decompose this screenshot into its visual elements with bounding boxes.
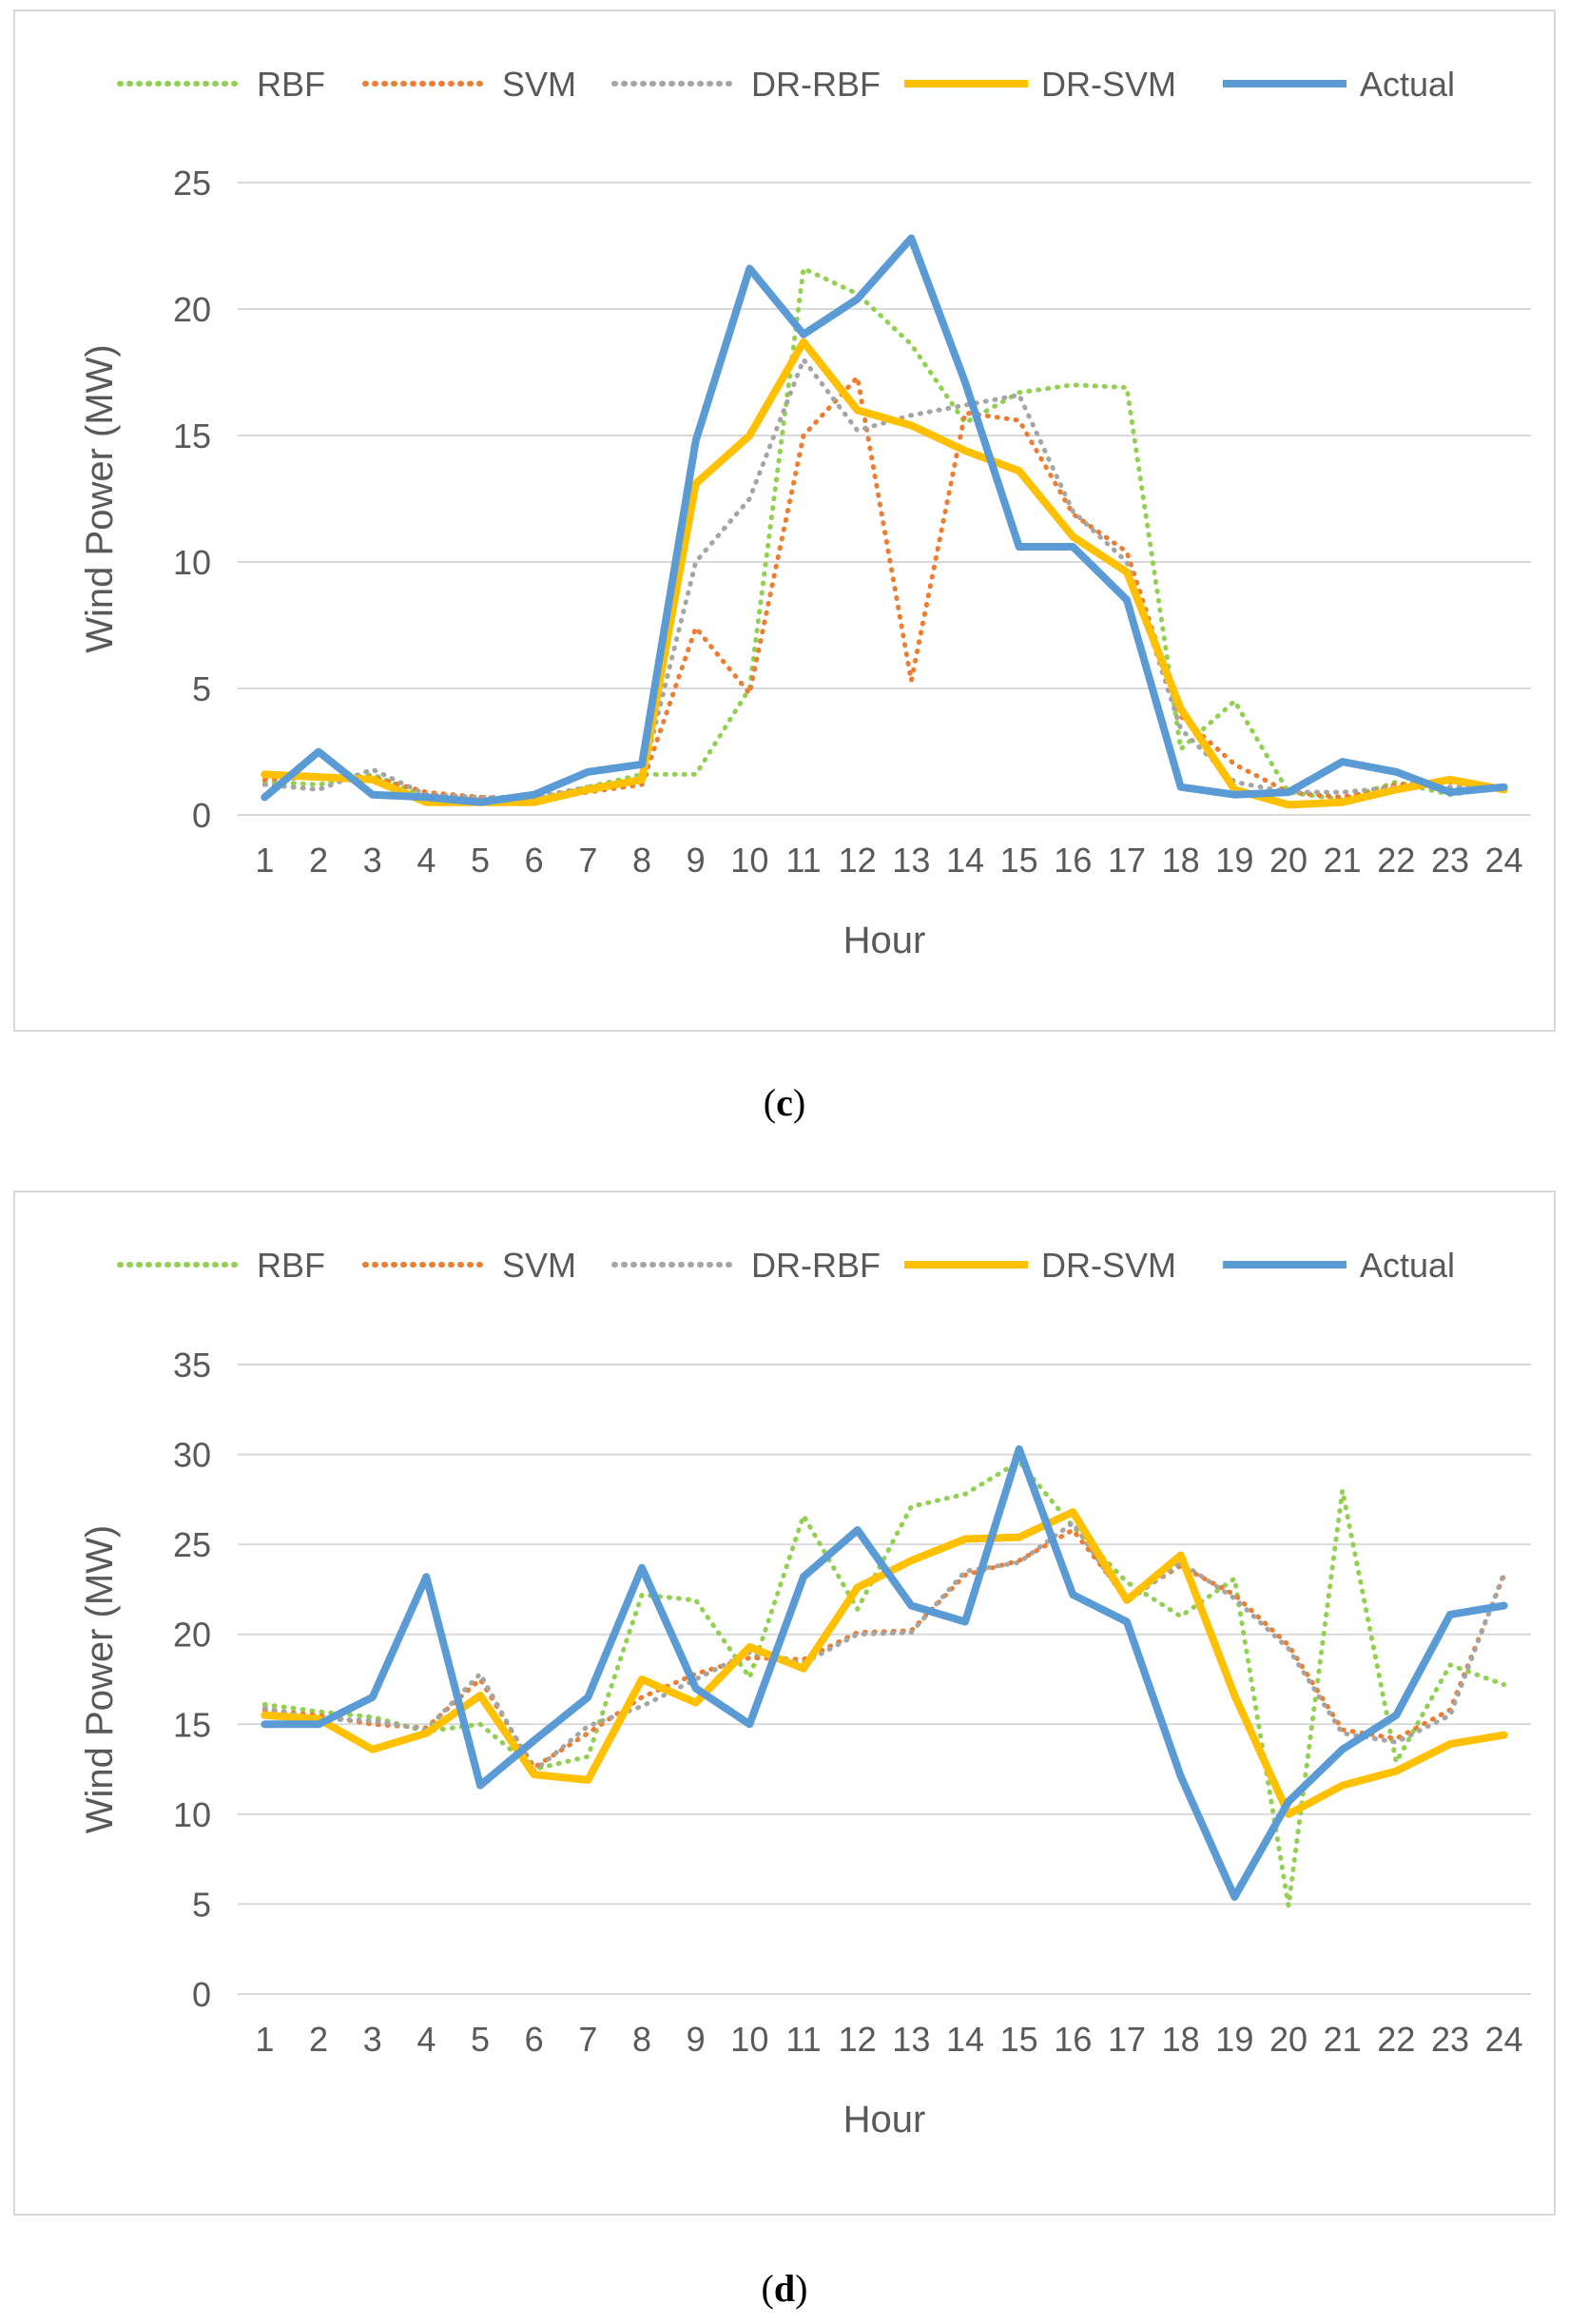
y-tick-label: 10	[173, 543, 211, 582]
x-tick-label: 20	[1269, 2020, 1308, 2059]
x-tick-label: 7	[578, 841, 597, 880]
y-tick-label: 10	[173, 1795, 211, 1834]
x-tick-label: 4	[416, 2020, 436, 2059]
x-tick-label: 3	[363, 2020, 382, 2059]
chart-panel-d: 0 5 10 15 20 25 30 35 1 2 3 4 5 6 7 8 9 10 11 12 13 14 15 16 17 1…	[13, 1191, 1556, 2216]
x-tick-label: 7	[578, 2020, 597, 2059]
legend-label-rbf: RBF	[257, 65, 325, 104]
x-tick-label: 9	[687, 2020, 706, 2059]
x-tick-label: 5	[471, 2020, 490, 2059]
x-tick-label: 12	[839, 841, 877, 880]
x-tick-label: 23	[1431, 841, 1469, 880]
caption-c-letter: c	[776, 1081, 793, 1124]
x-tick-label: 24	[1485, 2020, 1523, 2059]
x-tick-label: 8	[632, 841, 651, 880]
x-tick-label: 12	[839, 2020, 877, 2059]
x-tick-label: 16	[1054, 841, 1092, 880]
x-tick-label: 3	[363, 841, 382, 880]
x-tick-label: 2	[309, 841, 328, 880]
y-tick-label: 15	[173, 1705, 211, 1744]
legend-label-svm: SVM	[502, 1246, 576, 1285]
y-tick-label: 35	[173, 1346, 211, 1385]
y-tick-label: 30	[173, 1436, 211, 1475]
x-tick-label: 8	[632, 2020, 651, 2059]
y-tick-label: 0	[192, 796, 211, 835]
x-tick-label: 14	[946, 841, 984, 880]
series-line-dr-rbf	[262, 357, 1507, 800]
x-tick-label: 1	[255, 2020, 274, 2059]
x-tick-label: 17	[1108, 2020, 1146, 2059]
series-line-rbf	[262, 1459, 1507, 1908]
x-tick-label: 9	[687, 841, 706, 880]
caption-c: (c)	[763, 1081, 806, 1124]
legend-label-rbf: RBF	[257, 1246, 325, 1285]
legend-label-actual: Actual	[1360, 1246, 1455, 1285]
legend-label-dr-rbf: DR-RBF	[751, 1246, 881, 1285]
x-tick-label: 17	[1108, 841, 1146, 880]
x-tick-label: 16	[1054, 2020, 1092, 2059]
x-tick-label: 5	[471, 841, 490, 880]
caption-d: (d)	[761, 2267, 808, 2310]
legend-label-actual: Actual	[1360, 65, 1455, 104]
y-tick-label: 25	[173, 1525, 211, 1564]
y-tick-label: 0	[192, 1975, 211, 2014]
y-tick-label: 5	[192, 1885, 211, 1924]
y-tick-label: 20	[173, 290, 211, 329]
y-tick-label: 20	[173, 1616, 211, 1655]
x-tick-label: 13	[892, 2020, 930, 2059]
x-tick-label: 23	[1431, 2020, 1469, 2059]
x-tick-label: 13	[892, 841, 930, 880]
x-tick-label: 18	[1162, 2020, 1200, 2059]
x-tick-label: 20	[1269, 841, 1308, 880]
x-tick-label: 21	[1324, 841, 1362, 880]
x-tick-label: 22	[1377, 841, 1415, 880]
x-tick-label: 15	[1000, 2020, 1038, 2059]
series-line-dr-rbf	[262, 1520, 1507, 1773]
x-tick-label: 11	[785, 841, 821, 880]
series-line-svm	[262, 375, 1507, 803]
x-tick-label: 19	[1215, 2020, 1253, 2059]
x-tick-label: 2	[309, 2020, 328, 2059]
x-axis-title: Hour	[843, 2099, 926, 2140]
x-tick-label: 21	[1324, 2020, 1362, 2059]
y-tick-label: 25	[173, 164, 211, 203]
x-tick-label: 11	[785, 2020, 821, 2059]
legend-label-dr-svm: DR-SVM	[1041, 65, 1176, 104]
y-tick-label: 5	[192, 669, 211, 708]
x-tick-label: 4	[416, 841, 436, 880]
x-axis-title: Hour	[843, 920, 926, 961]
x-tick-label: 6	[525, 841, 544, 880]
series-line-actual	[261, 234, 1508, 806]
legend-label-dr-svm: DR-SVM	[1041, 1246, 1176, 1285]
series-line-dr-svm	[261, 338, 1508, 809]
x-tick-label: 1	[255, 841, 274, 880]
x-tick-label: 15	[1000, 841, 1038, 880]
chart-panel-c: 0 5 10 15 20 25 1 2 3 4 5 6 7 8 9 10 11 12 13 14 15 16 17 18 19 2…	[13, 10, 1556, 1032]
x-tick-label: 6	[525, 2020, 544, 2059]
x-tick-label: 22	[1377, 2020, 1415, 2059]
x-tick-label: 18	[1162, 841, 1200, 880]
x-tick-label: 19	[1215, 841, 1253, 880]
legend-label-dr-rbf: DR-RBF	[751, 65, 881, 104]
legend-label-svm: SVM	[502, 65, 576, 104]
series-line-actual	[261, 1444, 1508, 1901]
y-axis-title: Wind Power (MW)	[79, 344, 121, 652]
x-tick-label: 24	[1485, 841, 1523, 880]
caption-d-letter: d	[773, 2267, 796, 2310]
y-axis-title: Wind Power (MW)	[79, 1525, 121, 1833]
x-tick-label: 10	[730, 841, 768, 880]
x-tick-label: 10	[730, 2020, 768, 2059]
x-tick-label: 14	[946, 2020, 984, 2059]
y-tick-label: 15	[173, 416, 211, 455]
